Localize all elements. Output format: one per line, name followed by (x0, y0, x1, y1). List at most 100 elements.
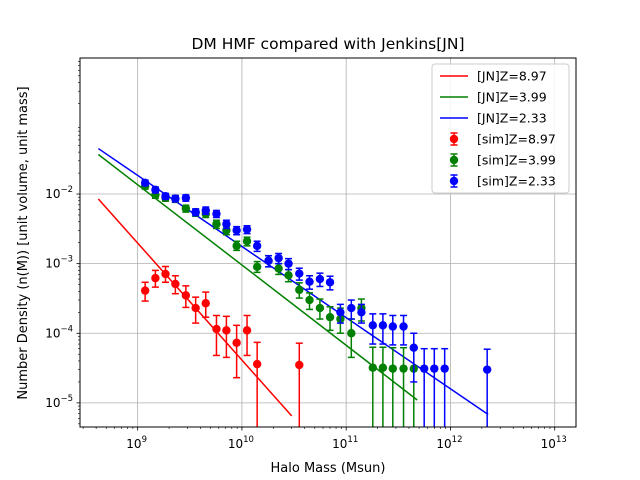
sim-points (140, 178, 492, 427)
data-point (232, 226, 241, 235)
x-tick-label: 1011 (332, 435, 358, 451)
data-point (325, 313, 335, 322)
data-point (140, 178, 150, 188)
y-tick-base: 10 (45, 396, 60, 410)
data-point (252, 262, 262, 272)
data-point (222, 326, 231, 335)
y-tick-label: 10−2 (45, 185, 73, 201)
data-point (161, 269, 170, 279)
data-point (181, 291, 191, 300)
data-point (171, 194, 180, 203)
data-point (284, 271, 293, 280)
y-tick-label: 10−4 (45, 324, 73, 340)
legend-label: [sim]Z=2.33 (477, 174, 556, 189)
data-point (315, 303, 325, 313)
y-tick-exponent: −2 (60, 185, 73, 195)
data-point (181, 193, 191, 203)
y-tick-base: 10 (45, 187, 60, 201)
data-point (284, 259, 293, 268)
legend-label: [JN]Z=3.99 (477, 90, 547, 105)
data-point (295, 360, 304, 370)
x-tick-exponent: 13 (556, 435, 567, 445)
data-point (305, 277, 314, 286)
x-tick-exponent: 11 (347, 435, 358, 445)
x-tick-base: 10 (436, 437, 451, 451)
data-point (264, 256, 273, 265)
data-point (378, 363, 388, 372)
x-tick-label: 1012 (436, 435, 462, 451)
x-tick-base: 10 (541, 437, 556, 451)
data-point (336, 308, 345, 317)
data-point (252, 359, 262, 369)
y-tick-label: 10−3 (45, 255, 73, 271)
data-point (325, 278, 335, 287)
legend-marker-swatch (449, 176, 459, 186)
data-point (252, 241, 262, 251)
data-point (347, 329, 356, 338)
data-point (191, 207, 200, 217)
data-point (151, 185, 160, 195)
x-tick-label: 109 (126, 435, 147, 451)
data-point (388, 322, 398, 331)
data-point (368, 321, 377, 330)
data-point (399, 322, 408, 331)
data-point (191, 303, 200, 313)
data-point (347, 303, 356, 313)
data-point (305, 295, 314, 305)
x-tick-base: 10 (332, 437, 347, 451)
y-axis-label: Number Density (n(M)) [unit volume, unit… (16, 86, 31, 399)
data-point (295, 285, 304, 295)
data-point (242, 326, 252, 335)
legend-label: [JN]Z=2.33 (477, 111, 547, 126)
y-tick-base: 10 (45, 326, 60, 340)
y-tick-base: 10 (45, 257, 60, 271)
data-point (242, 225, 252, 234)
data-point (357, 308, 366, 317)
y-tick-exponent: −4 (60, 324, 73, 334)
y-tick-label: 10−5 (45, 394, 73, 410)
data-point (232, 241, 241, 251)
data-point (171, 279, 180, 289)
y-tick-exponent: −5 (60, 394, 73, 404)
data-point (140, 286, 150, 295)
data-point (242, 237, 252, 246)
data-point (212, 324, 221, 334)
data-point (201, 206, 210, 215)
y-tick-exponent: −3 (60, 255, 73, 265)
legend-label: [JN]Z=8.97 (477, 69, 547, 84)
data-point (388, 364, 398, 373)
data-point (399, 364, 408, 373)
data-point (274, 253, 283, 263)
legend-label: [sim]Z=8.97 (477, 132, 556, 147)
data-point (378, 321, 388, 330)
data-point (295, 269, 304, 278)
legend-label: [sim]Z=3.99 (477, 153, 556, 168)
data-point (419, 364, 429, 373)
data-point (482, 365, 492, 374)
data-point (232, 338, 241, 347)
x-axis-label: Halo Mass (Msun) (271, 461, 386, 476)
data-point (274, 264, 283, 273)
legend-marker-swatch (449, 155, 459, 165)
data-point (430, 364, 439, 373)
x-tick-base: 10 (126, 437, 141, 451)
data-point (181, 204, 191, 213)
x-tick-exponent: 12 (452, 435, 463, 445)
data-point (368, 363, 377, 372)
legend: [JN]Z=8.97 [JN]Z=3.99 [JN]Z=2.33 [sim]Z=8.9… (431, 63, 570, 194)
data-point (315, 274, 325, 284)
data-point (222, 219, 231, 229)
legend-marker-swatch (449, 134, 459, 144)
x-tick-label: 1013 (541, 435, 567, 451)
data-point (201, 299, 210, 308)
x-tick-exponent: 10 (243, 435, 254, 445)
data-point (151, 273, 160, 283)
data-point (212, 219, 221, 229)
data-point (440, 364, 449, 373)
x-tick-base: 10 (228, 437, 243, 451)
data-point (212, 209, 221, 219)
x-tick-label: 1010 (228, 435, 254, 451)
x-tick-exponent: 9 (142, 435, 147, 445)
